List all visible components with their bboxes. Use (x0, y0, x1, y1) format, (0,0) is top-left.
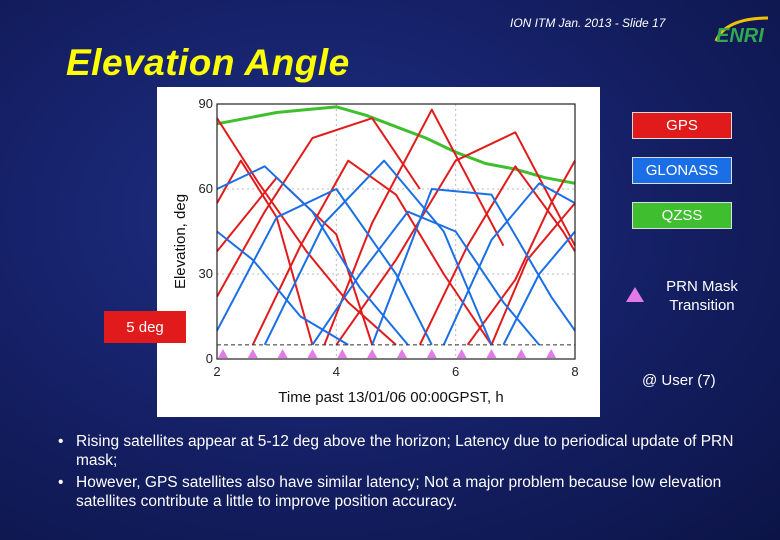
y-axis-label: Elevation, deg (172, 194, 189, 289)
x-tick-label: 4 (333, 364, 340, 379)
series-line-gps (216, 117, 397, 346)
legend-qzss: QZSS (632, 202, 732, 229)
legend-gps: GPS (632, 112, 732, 139)
bullet-dot-icon: • (58, 433, 64, 450)
bullet-dot-icon: • (58, 474, 64, 491)
bullet-text: However, GPS satellites also have simila… (76, 474, 722, 510)
series-line-gps (216, 117, 421, 298)
mask-transition-marker (516, 349, 527, 358)
series-line-glonass (216, 165, 409, 346)
triangle-marker-icon (626, 287, 644, 302)
bullet-list: • Rising satellites appear at 5-12 deg a… (58, 432, 758, 514)
x-tick-label: 6 (452, 364, 459, 379)
mask-transition-label: PRN Mask Transition (666, 278, 738, 314)
series-line-glonass (216, 188, 433, 346)
series-line-qzss (216, 105, 576, 185)
mask-transition-marker (367, 349, 378, 358)
mask-transition-marker (277, 349, 288, 358)
mask-transition-marker (217, 349, 228, 358)
x-tick-label: 8 (571, 364, 578, 379)
mask-transition-marker (307, 349, 318, 358)
series-line-gps (466, 160, 576, 346)
series-line-gps (251, 159, 493, 346)
mask-transition-marker (426, 349, 437, 358)
y-tick-label: 30 (199, 266, 213, 281)
elevation-chart-panel: 2 4 6 8 0 30 60 90 Time past 13/01/06 00:00GPST… (157, 87, 600, 417)
mask-transition-marker (337, 349, 348, 358)
slide-title: Elevation Angle (66, 42, 350, 83)
chart-series-layer (216, 105, 576, 346)
x-tick-label: 2 (213, 364, 220, 379)
series-line-glonass (502, 230, 576, 346)
elevation-chart: 2 4 6 8 0 30 60 90 Time past 13/01/06 00:00GPST… (172, 96, 579, 406)
plot-frame (216, 103, 576, 360)
bullet-item: • However, GPS satellites also have simi… (58, 473, 758, 511)
series-line-gps (323, 108, 505, 346)
series-line-glonass (371, 188, 576, 346)
mask-transition-marker (486, 349, 497, 358)
mask-transition-marker (396, 349, 407, 358)
series-line-gps (216, 159, 314, 346)
axis-ticks: 2 4 6 8 0 30 60 90 (199, 96, 579, 379)
series-line-glonass (442, 182, 576, 346)
series-line-gps (490, 202, 576, 346)
slide-header-note: ION ITM Jan. 2013 - Slide 17 (510, 16, 666, 30)
enri-logo: ENRI (714, 16, 769, 46)
user-callout: @ User (7) (642, 372, 716, 389)
bullet-text: Rising satellites appear at 5-12 deg abo… (76, 433, 734, 469)
mask-angle-callout: 5 deg (104, 311, 186, 343)
mask-transition-marker (456, 349, 467, 358)
series-line-glonass (216, 230, 349, 346)
series-line-gps (216, 176, 374, 346)
mask-transition-markers (217, 349, 557, 358)
x-axis-label: Time past 13/01/06 00:00GPST, h (278, 389, 503, 406)
series-line-gps (335, 131, 576, 346)
y-tick-label: 0 (206, 351, 213, 366)
y-tick-label: 90 (199, 96, 213, 111)
logo-text: ENRI (716, 25, 764, 46)
series-line-glonass (263, 159, 493, 346)
mask-transition-marker (247, 349, 258, 358)
y-tick-label: 60 (199, 181, 213, 196)
mask-transition-marker (546, 349, 557, 358)
bullet-item: • Rising satellites appear at 5-12 deg a… (58, 432, 758, 470)
series-line-glonass (311, 210, 540, 346)
legend-glonass: GLONASS (632, 157, 732, 184)
series-line-gps (418, 165, 576, 346)
